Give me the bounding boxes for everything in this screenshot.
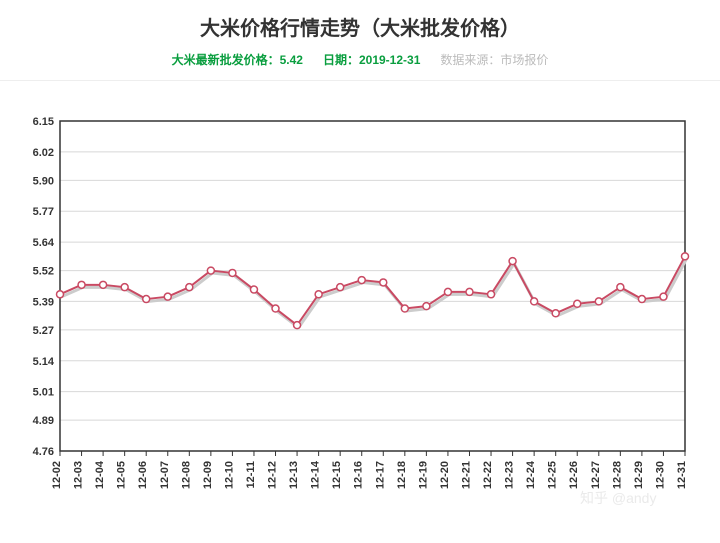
svg-text:5.77: 5.77 (33, 206, 54, 218)
price-line-chart: 4.76 4.89 5.01 5.14 5.27 5.39 5.52 5.64 5.77 5.90… (10, 111, 700, 511)
svg-text:5.52: 5.52 (33, 266, 54, 278)
svg-text:12-02: 12-02 (51, 461, 63, 489)
header: 大米价格行情走势（大米批发价格） 大米最新批发价格：5.42 日期：2019-1… (0, 0, 720, 81)
chart-container: 4.76 4.89 5.01 5.14 5.27 5.39 5.52 5.64 5.77 5.90… (0, 81, 720, 521)
chart-subtitle: 大米最新批发价格：5.42 日期：2019-12-31 数据来源：市场报价 (0, 51, 720, 68)
latest-price-label: 大米最新批发价格： (172, 53, 280, 67)
svg-text:12-31: 12-31 (676, 461, 688, 489)
date-label: 日期： (323, 53, 359, 67)
svg-text:5.14: 5.14 (33, 356, 55, 368)
svg-text:12-15: 12-15 (331, 461, 343, 489)
svg-text:12-07: 12-07 (159, 461, 171, 489)
svg-text:6.15: 6.15 (33, 116, 54, 128)
svg-text:5.01: 5.01 (33, 387, 54, 399)
svg-text:12-17: 12-17 (374, 461, 386, 489)
svg-text:12-22: 12-22 (482, 461, 494, 489)
svg-text:12-26: 12-26 (568, 461, 580, 489)
svg-text:12-24: 12-24 (525, 460, 537, 489)
svg-text:5.39: 5.39 (33, 296, 54, 308)
svg-text:12-27: 12-27 (590, 461, 602, 489)
svg-text:12-21: 12-21 (460, 461, 472, 489)
svg-text:12-18: 12-18 (396, 461, 408, 489)
svg-text:12-06: 12-06 (137, 461, 149, 489)
svg-text:12-11: 12-11 (245, 461, 257, 489)
svg-text:12-05: 12-05 (116, 461, 128, 489)
svg-text:12-29: 12-29 (633, 461, 645, 489)
svg-text:6.02: 6.02 (33, 147, 54, 159)
svg-text:12-10: 12-10 (223, 461, 235, 489)
svg-text:12-12: 12-12 (267, 461, 279, 489)
svg-text:12-03: 12-03 (73, 461, 85, 489)
svg-text:12-23: 12-23 (504, 461, 516, 489)
svg-text:4.76: 4.76 (33, 446, 54, 458)
svg-text:12-20: 12-20 (439, 461, 451, 489)
chart-title: 大米价格行情走势（大米批发价格） (0, 12, 720, 41)
latest-price-value: 5.42 (280, 53, 303, 67)
svg-text:12-16: 12-16 (353, 461, 365, 489)
svg-text:5.64: 5.64 (33, 237, 55, 249)
svg-text:12-09: 12-09 (202, 461, 214, 489)
svg-text:12-04: 12-04 (94, 460, 106, 489)
svg-text:12-13: 12-13 (288, 461, 300, 489)
svg-text:5.27: 5.27 (33, 325, 54, 337)
svg-text:4.89: 4.89 (33, 415, 54, 427)
svg-text:12-14: 12-14 (310, 460, 322, 489)
source-label: 数据来源：市场报价 (440, 53, 548, 67)
svg-text:12-19: 12-19 (417, 461, 429, 489)
svg-text:12-28: 12-28 (611, 461, 623, 489)
svg-text:12-30: 12-30 (654, 461, 666, 489)
date-value: 2019-12-31 (359, 53, 420, 67)
svg-text:12-25: 12-25 (547, 461, 559, 489)
svg-text:5.90: 5.90 (33, 175, 54, 187)
svg-text:知乎 @andy: 知乎 @andy (580, 490, 656, 506)
svg-text:12-08: 12-08 (180, 461, 192, 489)
